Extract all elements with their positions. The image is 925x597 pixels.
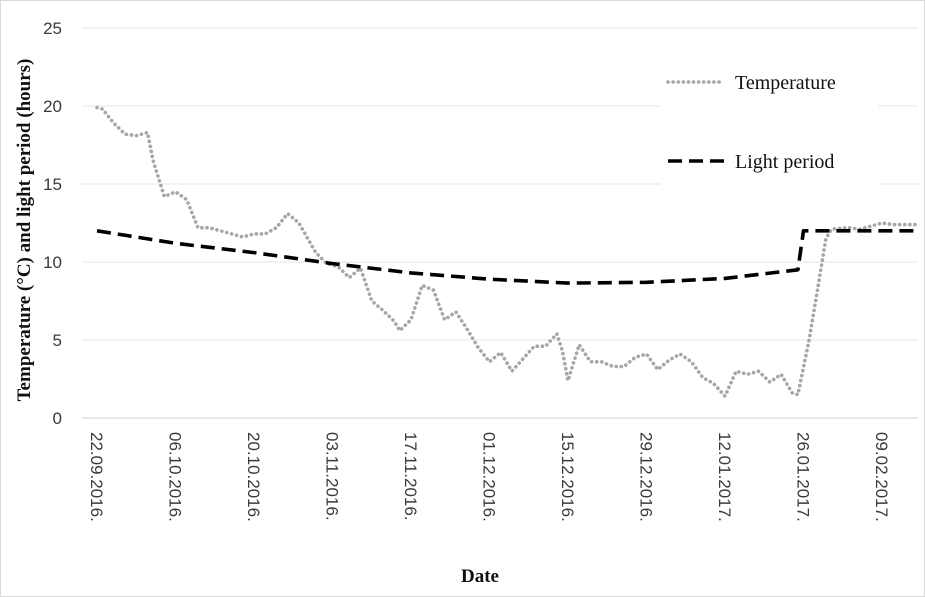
y-tick-label: 15: [43, 175, 62, 194]
y-tick-label: 25: [43, 19, 62, 38]
legend-background: [660, 52, 878, 186]
x-tick-labels: 22.09.2016. 06.10.2016. 20.10.2016. 03.11.2…: [87, 432, 891, 522]
series-line-light-period: [96, 229, 916, 285]
x-tick-label: 22.09.2016.: [87, 432, 106, 522]
y-tick-label: 20: [43, 97, 62, 116]
y-tick-label: 10: [43, 253, 62, 272]
series-line-temperature: [95, 105, 918, 399]
legend-label: Light period: [735, 151, 834, 173]
legend-label: Temperature: [735, 72, 836, 94]
gridlines: [82, 27, 918, 419]
x-tick-label: 29.12.2016.: [637, 432, 656, 522]
x-tick-label: 01.12.2016.: [480, 432, 499, 522]
x-tick-label: 15.12.2016.: [558, 432, 577, 522]
y-tick-label: 5: [53, 331, 62, 350]
x-tick-label: 17.11.2016.: [401, 432, 420, 521]
x-tick-label: 12.01.2017.: [715, 432, 734, 522]
x-tick-label: 20.10.2016.: [244, 432, 263, 522]
legend: Temperature Light period: [660, 52, 878, 186]
x-tick-label: 03.11.2016.: [323, 432, 342, 521]
x-tick-label: 09.02.2017.: [872, 432, 891, 522]
y-axis-title: Temperature (°C) and light period (hours…: [14, 59, 35, 402]
x-tick-label: 06.10.2016.: [166, 432, 185, 522]
y-tick-labels: 0 5 10 15 20 25: [43, 19, 62, 428]
x-axis-title: Date: [461, 566, 499, 587]
x-tick-label: 26.01.2017.: [794, 432, 813, 522]
series-layer: [95, 105, 918, 399]
y-tick-label: 0: [53, 409, 62, 428]
